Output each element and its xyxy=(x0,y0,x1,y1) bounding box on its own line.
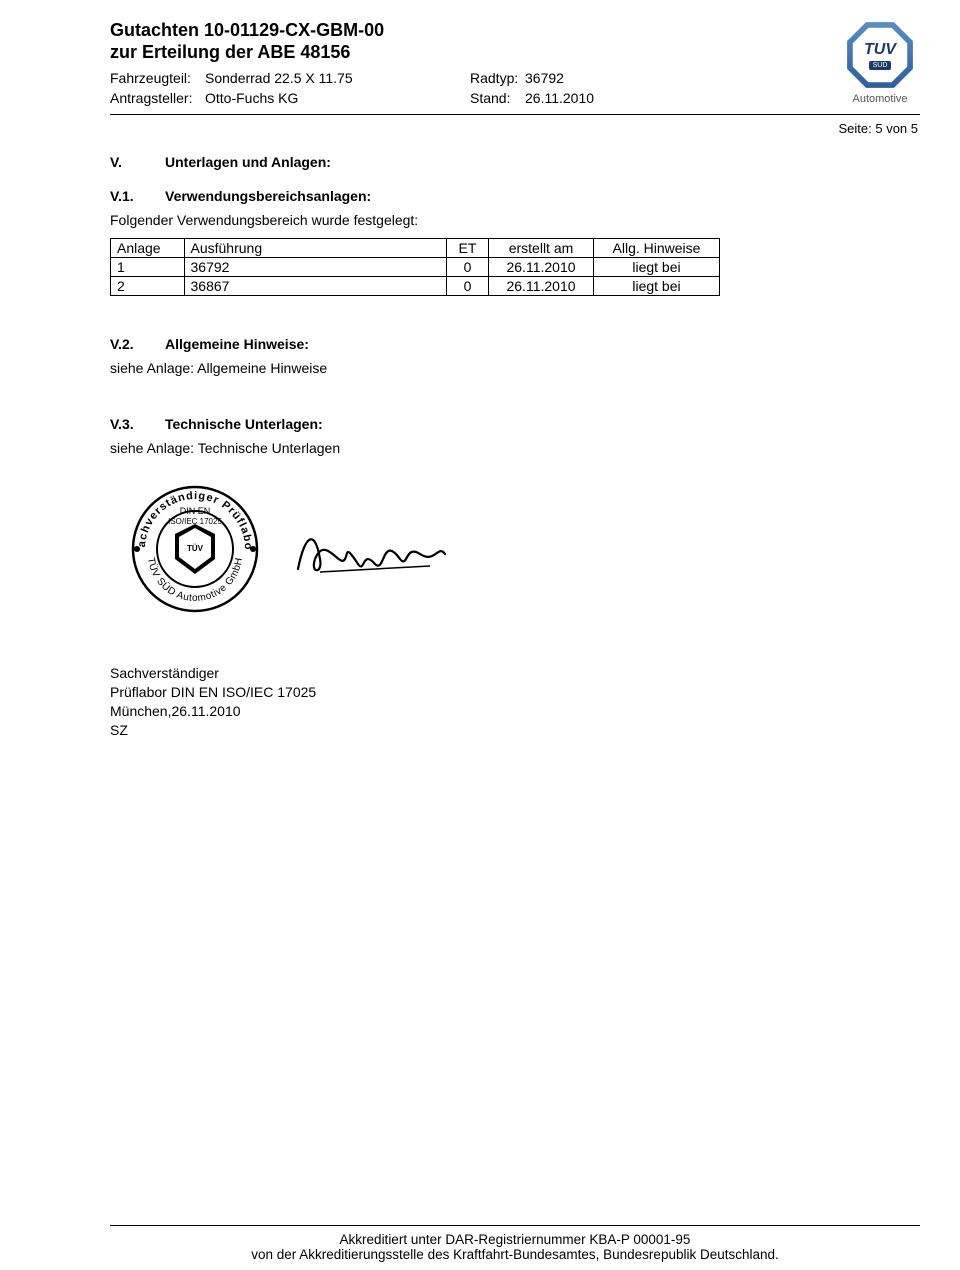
section-v-num: V. xyxy=(110,154,165,170)
svg-text:DIN EN: DIN EN xyxy=(180,506,211,516)
footer-line-1: Akkreditiert unter DAR-Registriernummer … xyxy=(110,1232,920,1247)
page-number: Seite: 5 von 5 xyxy=(40,121,920,136)
document-title: Gutachten 10-01129-CX-GBM-00 zur Erteilu… xyxy=(110,20,840,63)
header-text-block: Gutachten 10-01129-CX-GBM-00 zur Erteilu… xyxy=(40,20,840,108)
stamp-and-signature: Sachverständiger Prüflabor TÜV SÜD Autom… xyxy=(110,474,720,624)
signature-text-block: Sachverständiger Prüflabor DIN EN ISO/IE… xyxy=(110,664,720,740)
section-v1-num: V.1. xyxy=(110,188,165,204)
radtyp-value: 36792 xyxy=(525,69,564,89)
section-v3-body: siehe Anlage: Technische Unterlagen xyxy=(110,440,720,456)
title-line-1: Gutachten 10-01129-CX-GBM-00 xyxy=(110,20,840,42)
th-erstellt: erstellt am xyxy=(489,239,594,258)
section-v1-heading: V.1. Verwendungsbereichsanlagen: xyxy=(110,188,720,204)
section-v2-heading: V.2. Allgemeine Hinweise: xyxy=(110,336,720,352)
th-ausfuehrung: Ausführung xyxy=(184,239,447,258)
stand-label: Stand: xyxy=(470,89,525,109)
table-header-row: Anlage Ausführung ET erstellt am Allg. H… xyxy=(111,239,720,258)
stand-value: 26.11.2010 xyxy=(525,89,594,109)
th-et: ET xyxy=(447,239,489,258)
sig-line-1: Sachverständiger xyxy=(110,664,720,683)
meta-row-2: Antragsteller: Otto-Fuchs KG Stand: 26.1… xyxy=(110,89,840,109)
section-v-title: Unterlagen und Anlagen: xyxy=(165,154,331,170)
svg-text:TÜV: TÜV xyxy=(187,544,204,553)
meta-row-1: Fahrzeugteil: Sonderrad 22.5 X 11.75 Rad… xyxy=(110,69,840,89)
cell-date: 26.11.2010 xyxy=(489,277,594,296)
th-anlage: Anlage xyxy=(111,239,185,258)
logo-sud-text: SUD xyxy=(869,61,892,70)
cell-hin: liegt bei xyxy=(594,277,720,296)
cell-ausf: 36867 xyxy=(184,277,447,296)
cell-et: 0 xyxy=(447,277,489,296)
sig-line-3: München,26.11.2010 xyxy=(110,702,720,721)
tuv-logo: TUV SUD Automotive xyxy=(840,20,920,105)
radtyp-label: Radtyp: xyxy=(470,69,525,89)
tuv-logo-icon: TUV SUD xyxy=(845,20,915,90)
sig-line-4: SZ xyxy=(110,721,720,740)
anlagen-table: Anlage Ausführung ET erstellt am Allg. H… xyxy=(110,238,720,296)
section-v3-num: V.3. xyxy=(110,416,165,432)
fahrzeugteil-label: Fahrzeugteil: xyxy=(110,69,205,89)
sig-line-2: Prüflabor DIN EN ISO/IEC 17025 xyxy=(110,683,720,702)
footer-rule xyxy=(110,1225,920,1226)
table-row: 2 36867 0 26.11.2010 liegt bei xyxy=(111,277,720,296)
cell-et: 0 xyxy=(447,258,489,277)
section-v3-heading: V.3. Technische Unterlagen: xyxy=(110,416,720,432)
cell-anlage: 2 xyxy=(111,277,185,296)
section-v2-body: siehe Anlage: Allgemeine Hinweise xyxy=(110,360,720,376)
section-v1-intro: Folgender Verwendungsbereich wurde festg… xyxy=(110,212,720,228)
footer-line-2: von der Akkreditierungsstelle des Kraftf… xyxy=(110,1247,920,1262)
header-rule xyxy=(110,114,920,115)
cell-date: 26.11.2010 xyxy=(489,258,594,277)
signature-icon xyxy=(290,514,450,584)
svg-text:ISO/IEC 17025: ISO/IEC 17025 xyxy=(168,517,222,526)
th-hinweise: Allg. Hinweise xyxy=(594,239,720,258)
section-v1-title: Verwendungsbereichsanlagen: xyxy=(165,188,371,204)
logo-tuv-text: TUV xyxy=(864,41,896,59)
fahrzeugteil-value: Sonderrad 22.5 X 11.75 xyxy=(205,69,353,89)
antragsteller-label: Antragsteller: xyxy=(110,89,205,109)
antragsteller-value: Otto-Fuchs KG xyxy=(205,89,298,109)
cell-ausf: 36792 xyxy=(184,258,447,277)
title-line-2: zur Erteilung der ABE 48156 xyxy=(110,42,840,64)
certification-stamp-icon: Sachverständiger Prüflabor TÜV SÜD Autom… xyxy=(120,474,270,624)
cell-anlage: 1 xyxy=(111,258,185,277)
page-footer: Akkreditiert unter DAR-Registriernummer … xyxy=(40,1225,920,1262)
cell-hin: liegt bei xyxy=(594,258,720,277)
section-v3-title: Technische Unterlagen: xyxy=(165,416,323,432)
table-row: 1 36792 0 26.11.2010 liegt bei xyxy=(111,258,720,277)
document-body: V. Unterlagen und Anlagen: V.1. Verwendu… xyxy=(40,154,920,740)
section-v-heading: V. Unterlagen und Anlagen: xyxy=(110,154,720,170)
section-v2-num: V.2. xyxy=(110,336,165,352)
section-v2-title: Allgemeine Hinweise: xyxy=(165,336,309,352)
page-header: Gutachten 10-01129-CX-GBM-00 zur Erteilu… xyxy=(40,20,920,108)
logo-subtitle: Automotive xyxy=(840,93,920,105)
